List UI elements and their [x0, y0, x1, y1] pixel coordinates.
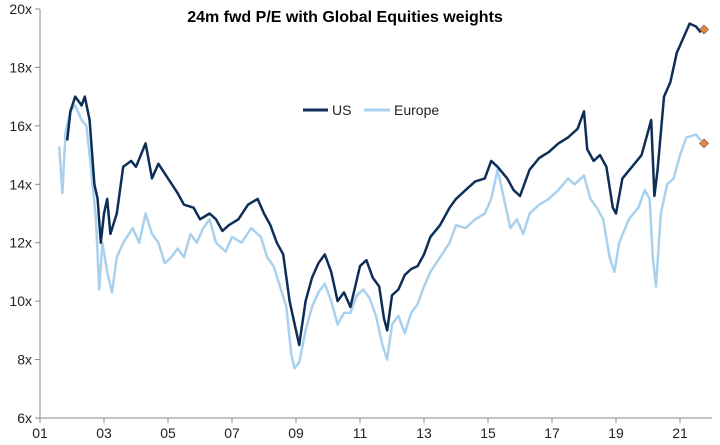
- y-tick-label: 18x: [9, 59, 32, 75]
- end-markers: [699, 24, 709, 149]
- x-tick-label: 21: [672, 425, 688, 441]
- chart-title: 24m fwd P/E with Global Equities weights: [187, 9, 503, 26]
- x-tick-label: 15: [480, 425, 496, 441]
- y-tick-label: 10x: [9, 293, 32, 309]
- x-tick-label: 13: [416, 425, 432, 441]
- x-tick-label: 01: [32, 425, 48, 441]
- x-tick-label: 17: [544, 425, 560, 441]
- x-tick-label: 11: [353, 425, 368, 441]
- legend-label-europe: Europe: [394, 102, 439, 118]
- y-tick-label: 12x: [9, 235, 32, 251]
- y-tick-label: 20x: [9, 1, 32, 17]
- y-tick-label: 8x: [17, 352, 32, 368]
- x-tick-label: 05: [160, 425, 176, 441]
- end-marker-europe: [699, 138, 709, 149]
- x-tick-label: 03: [96, 425, 112, 441]
- end-marker-us: [699, 24, 709, 35]
- legend: US Europe: [303, 102, 439, 118]
- series-line-europe: [57, 104, 702, 370]
- y-tick-label: 14x: [9, 176, 32, 192]
- x-axis: 01 03 05 07 09 11 13 15 17 19 21: [32, 417, 712, 441]
- x-tick-label: 09: [288, 425, 304, 441]
- x-tick-label: 19: [608, 425, 624, 441]
- legend-label-us: US: [332, 102, 351, 118]
- y-tick-label: 6x: [17, 410, 32, 426]
- y-tick-label: 16x: [9, 118, 32, 134]
- series-line-us: [65, 22, 702, 347]
- series-lines: [57, 22, 702, 370]
- x-tick-label: 07: [224, 425, 240, 441]
- y-axis: 6x 8x 10x 12x 14x 16x 18x 20x: [9, 1, 41, 426]
